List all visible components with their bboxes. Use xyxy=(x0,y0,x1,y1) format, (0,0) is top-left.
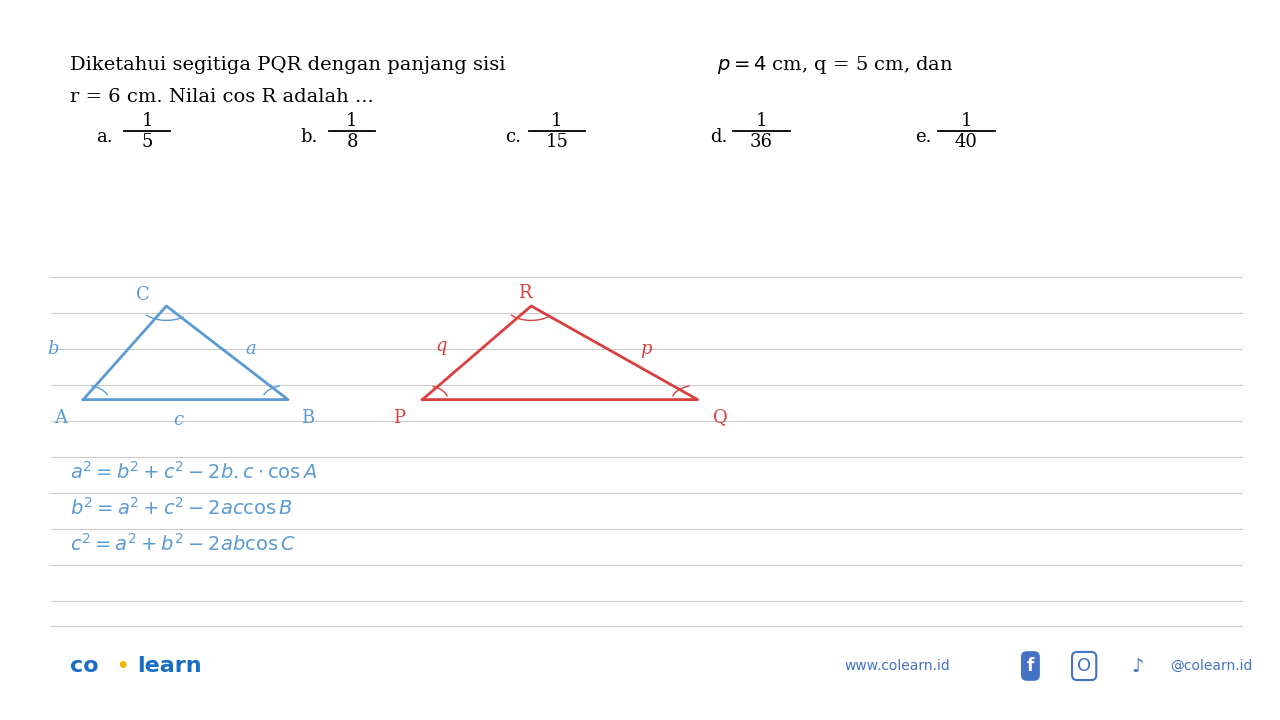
Text: @colearn.id: @colearn.id xyxy=(1170,659,1252,673)
Text: learn: learn xyxy=(137,656,201,676)
Text: www.colearn.id: www.colearn.id xyxy=(845,659,951,673)
Text: d.: d. xyxy=(710,127,728,145)
Text: f: f xyxy=(1027,657,1034,675)
Text: p: p xyxy=(640,340,652,358)
Text: $a^2 = b^2+c^2-2b.c \cdot \cos A$: $a^2 = b^2+c^2-2b.c \cdot \cos A$ xyxy=(70,461,317,482)
Text: R: R xyxy=(518,284,531,302)
Text: 36: 36 xyxy=(750,132,773,150)
Text: •: • xyxy=(116,657,129,675)
Text: a.: a. xyxy=(96,127,113,145)
Text: b: b xyxy=(47,340,59,358)
Text: 8: 8 xyxy=(347,132,357,150)
Text: 15: 15 xyxy=(545,132,568,150)
Text: P: P xyxy=(393,409,406,426)
Text: Q: Q xyxy=(713,409,728,426)
Text: $p = 4$ cm, q = 5 cm, dan: $p = 4$ cm, q = 5 cm, dan xyxy=(717,54,954,76)
Text: b.: b. xyxy=(301,127,319,145)
Text: 1: 1 xyxy=(347,112,357,130)
Text: 40: 40 xyxy=(955,132,978,150)
Text: c: c xyxy=(173,410,183,428)
Text: 5: 5 xyxy=(142,132,152,150)
Text: a: a xyxy=(246,340,256,358)
Text: e.: e. xyxy=(915,127,932,145)
Text: $b^2 = a^2+c^2-2ac \cos B$: $b^2 = a^2+c^2-2ac \cos B$ xyxy=(70,497,293,518)
Text: q: q xyxy=(435,336,447,354)
Text: Diketahui segitiga PQR dengan panjang sisi: Diketahui segitiga PQR dengan panjang si… xyxy=(70,55,512,73)
Text: 1: 1 xyxy=(142,112,152,130)
Text: co: co xyxy=(70,656,99,676)
Text: ♪: ♪ xyxy=(1132,657,1144,675)
Text: O: O xyxy=(1076,657,1092,675)
Text: C: C xyxy=(137,287,150,304)
Text: r = 6 cm. Nilai cos R adalah ...: r = 6 cm. Nilai cos R adalah ... xyxy=(70,89,374,107)
Text: 1: 1 xyxy=(756,112,767,130)
Text: c.: c. xyxy=(506,127,522,145)
Text: 1: 1 xyxy=(552,112,562,130)
Text: A: A xyxy=(54,409,67,426)
Text: 1: 1 xyxy=(961,112,972,130)
Text: $c^2 = a^2+b^2-2ab \cos C$: $c^2 = a^2+b^2-2ab \cos C$ xyxy=(70,533,297,554)
Text: B: B xyxy=(301,409,314,426)
